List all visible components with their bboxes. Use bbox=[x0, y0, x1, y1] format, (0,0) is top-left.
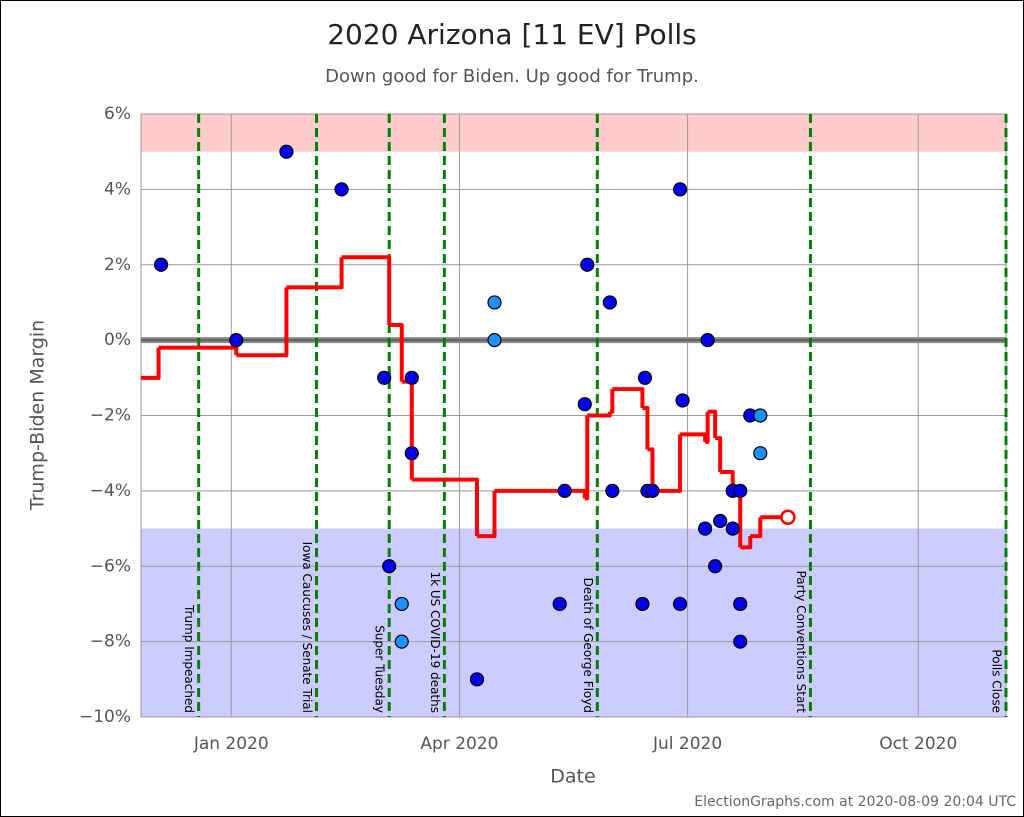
poll-point bbox=[487, 333, 502, 348]
poll-point bbox=[229, 333, 244, 348]
y-tick-label: 0% bbox=[104, 330, 131, 350]
poll-point bbox=[469, 672, 485, 687]
poll-point bbox=[279, 144, 294, 159]
step-line bbox=[609, 389, 615, 414]
chart-subtitle: Down good for Biden. Up good for Trump. bbox=[325, 66, 699, 87]
poll-point bbox=[733, 634, 748, 649]
y-tick-label: −10% bbox=[79, 707, 131, 727]
poll-point bbox=[698, 521, 713, 536]
event-label: Party Conventions Start bbox=[794, 571, 808, 714]
poll-point bbox=[708, 559, 723, 574]
step-line bbox=[236, 287, 289, 358]
event-label: Polls Close bbox=[990, 649, 1004, 713]
y-tick-label: −6% bbox=[90, 556, 131, 576]
poll-point bbox=[552, 596, 567, 612]
step-line bbox=[715, 436, 723, 473]
step-line bbox=[494, 488, 587, 499]
poll-point bbox=[713, 513, 728, 529]
poll-point bbox=[394, 634, 409, 649]
step-line bbox=[341, 255, 392, 326]
step-line bbox=[647, 447, 655, 491]
step-line bbox=[740, 536, 753, 550]
step-line bbox=[642, 405, 650, 450]
y-tick-label: 4% bbox=[104, 179, 131, 199]
poll-point bbox=[404, 370, 419, 385]
poll-point bbox=[672, 596, 688, 612]
y-tick-label: −4% bbox=[90, 481, 131, 501]
band bbox=[141, 114, 1006, 152]
poll-point bbox=[733, 483, 748, 498]
step-line bbox=[707, 409, 718, 439]
poll-point bbox=[577, 397, 592, 412]
step-line bbox=[680, 432, 708, 442]
poll-point bbox=[602, 295, 617, 310]
poll-point bbox=[700, 333, 715, 348]
step-line bbox=[587, 411, 612, 418]
y-tick-label: −8% bbox=[90, 632, 131, 652]
event-label: Super Tuesday bbox=[373, 625, 387, 713]
step-line bbox=[705, 411, 710, 444]
poll-point bbox=[753, 408, 768, 423]
band bbox=[141, 528, 1006, 717]
event-label: Iowa Caucuses / Senate Trial bbox=[300, 542, 314, 713]
poll-point bbox=[675, 393, 690, 408]
step-line bbox=[476, 490, 497, 539]
step-line bbox=[750, 517, 763, 539]
x-tick-label: Apr 2020 bbox=[420, 734, 498, 754]
x-tick-label: Jan 2020 bbox=[193, 734, 269, 754]
poll-point bbox=[605, 483, 620, 498]
x-tick-label: Jul 2020 bbox=[652, 734, 722, 754]
step-line bbox=[612, 387, 645, 408]
y-axis-label: Trump-Biden Margin bbox=[27, 320, 49, 511]
poll-point bbox=[753, 446, 768, 461]
event-label: 1k US COVID-19 deaths bbox=[428, 571, 442, 713]
step-line bbox=[158, 345, 239, 356]
x-tick-label: Oct 2020 bbox=[879, 734, 957, 754]
poll-point bbox=[645, 483, 660, 498]
event-label: Death of George Floyd bbox=[581, 578, 595, 713]
step-line bbox=[286, 257, 344, 290]
event-label: Trump Impeached bbox=[182, 604, 196, 713]
step-line bbox=[584, 415, 590, 501]
step-line bbox=[389, 323, 404, 382]
poll-point bbox=[580, 257, 595, 272]
poll-point bbox=[725, 521, 740, 536]
poll-point bbox=[733, 596, 748, 612]
poll-point bbox=[637, 370, 653, 385]
poll-point bbox=[487, 295, 502, 310]
poll-point bbox=[557, 483, 572, 498]
poll-point bbox=[394, 596, 409, 612]
y-tick-label: −2% bbox=[90, 406, 131, 426]
poll-point bbox=[377, 370, 392, 385]
poll-point bbox=[153, 257, 169, 272]
x-axis-label: Date bbox=[550, 766, 595, 788]
chart-title: 2020 Arizona [11 EV] Polls bbox=[327, 18, 697, 51]
credit: ElectionGraphs.com at 2020-08-09 20:04 U… bbox=[694, 794, 1016, 810]
step-line bbox=[411, 477, 479, 537]
poll-point bbox=[382, 559, 397, 574]
poll-point bbox=[334, 182, 349, 197]
step-line bbox=[141, 347, 161, 380]
poll-point bbox=[635, 596, 650, 612]
y-tick-label: 6% bbox=[104, 104, 131, 124]
step-end bbox=[780, 509, 796, 526]
poll-point bbox=[672, 182, 688, 197]
step-line bbox=[652, 434, 683, 493]
poll-point bbox=[404, 446, 419, 461]
y-tick-label: 2% bbox=[104, 255, 131, 275]
